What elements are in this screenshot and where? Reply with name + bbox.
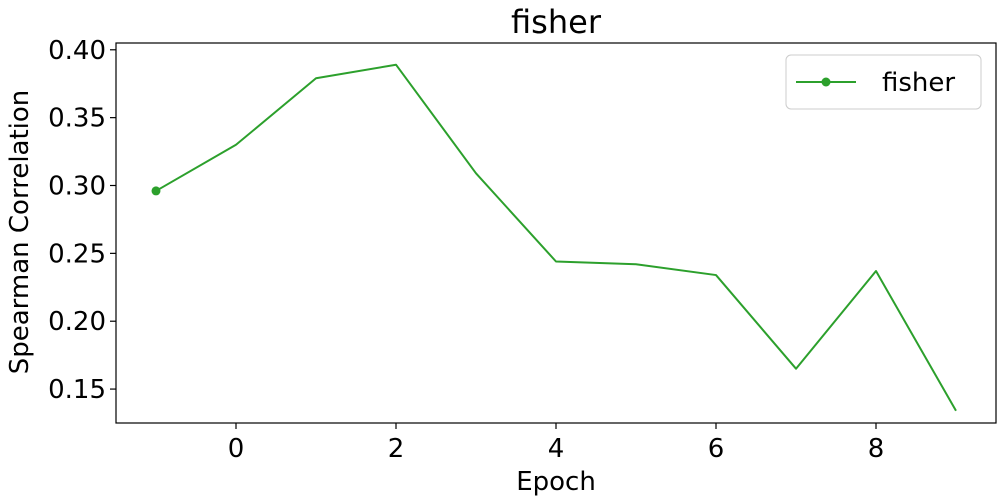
y-tick-label: 0.25 [48, 239, 106, 269]
y-tick-label: 0.15 [48, 375, 106, 405]
data-point [151, 186, 161, 196]
y-axis: 0.15 0.20 0.25 0.30 0.35 0.40 [48, 36, 116, 405]
legend-marker-swatch [821, 77, 831, 87]
y-tick-label: 0.20 [48, 307, 106, 337]
legend: fisher [785, 54, 982, 110]
x-axis-label: Epoch [516, 467, 596, 497]
y-axis-label: Spearman Correlation [5, 90, 35, 375]
y-tick-label: 0.40 [48, 36, 106, 66]
series-layer [151, 63, 957, 412]
y-tick-label: 0.30 [48, 172, 106, 202]
x-axis: 0 2 4 6 8 [228, 423, 885, 464]
series-line-fisher [155, 63, 957, 412]
legend-entry-label: fisher [882, 68, 955, 98]
chart-title: fisher [511, 3, 602, 41]
x-tick-label: 6 [708, 434, 725, 464]
x-tick-label: 0 [228, 434, 245, 464]
x-tick-label: 4 [548, 434, 565, 464]
legend-box [785, 54, 982, 110]
x-tick-label: 2 [388, 434, 405, 464]
y-tick-label: 0.35 [48, 104, 106, 134]
x-tick-label: 8 [868, 434, 885, 464]
